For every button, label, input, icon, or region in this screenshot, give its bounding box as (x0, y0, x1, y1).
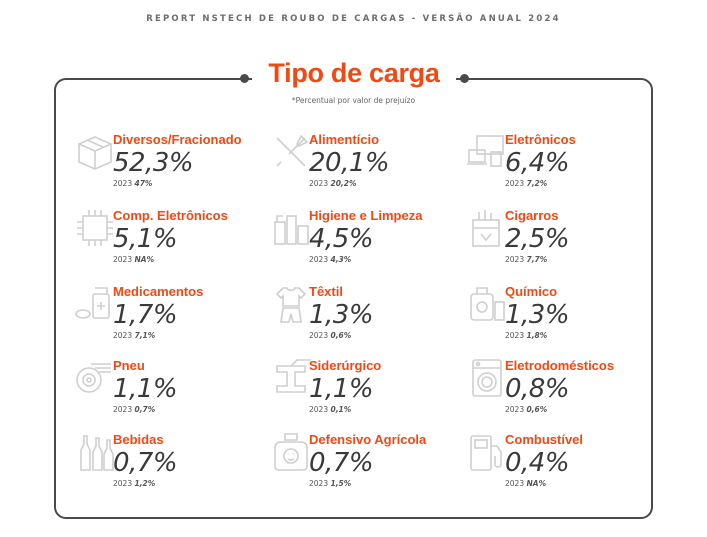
title-dot-left (240, 74, 249, 83)
tire-icon (76, 363, 111, 393)
title-wrap: Tipo de carga (252, 58, 456, 98)
item-prev: 2023 47% (113, 179, 153, 188)
item-label: Eletrônicos (505, 132, 576, 147)
item-prev: 2023 1,2% (113, 479, 156, 488)
item-label: Bebidas (113, 432, 164, 447)
item-value: 0,7% (309, 448, 374, 478)
item-prev: 2023 7,2% (505, 179, 548, 188)
cargo-item: Têxtil 1,3% 2023 0,6% (271, 284, 461, 356)
item-label: Têxtil (309, 284, 343, 299)
page-subtitle: *Percentual por valor de prejuízo (291, 96, 416, 105)
item-value: 4,5% (309, 224, 374, 254)
item-value: 1,3% (309, 300, 374, 330)
item-prev: 2023 1,8% (505, 331, 548, 340)
chip-icon (77, 210, 113, 246)
steel-beam-icon (276, 359, 311, 393)
item-prev: 2023 4,3% (309, 255, 352, 264)
bottles-icon (80, 435, 114, 471)
cargo-item: Pneu 1,1% 2023 0,7% (75, 358, 265, 430)
cargo-item: Cigarros 2,5% 2023 7,7% (467, 208, 657, 280)
cargo-item: Comp. Eletrônicos 5,1% 2023 NA% (75, 208, 265, 280)
item-prev: 2023 1,5% (309, 479, 352, 488)
item-label: Diversos/Fracionado (113, 132, 242, 147)
item-label: Pneu (113, 358, 145, 373)
item-label: Eletrodomésticos (505, 358, 615, 373)
cargo-item: Defensivo Agrícola 0,7% 2023 1,5% (271, 432, 461, 504)
cutlery-icon (276, 134, 309, 167)
cargo-item: Higiene e Limpeza 4,5% 2023 4,3% (271, 208, 461, 280)
chemical-icon (470, 287, 505, 321)
item-value: 5,1% (113, 224, 178, 254)
item-prev: 2023 7,7% (505, 255, 548, 264)
fuel-pump-icon (470, 435, 502, 471)
item-value: 1,1% (309, 374, 374, 404)
cargo-item: Combustível 0,4% 2023 NA% (467, 432, 657, 504)
item-value: 1,1% (113, 374, 178, 404)
title-dot-right (460, 74, 469, 83)
clothes-icon (275, 287, 307, 323)
item-value: 1,7% (113, 300, 178, 330)
cargo-item: Eletrodomésticos 0,8% 2023 0,6% (467, 358, 657, 430)
page-title: Tipo de carga (268, 58, 440, 88)
devices-icon (467, 135, 504, 167)
item-value: 6,4% (505, 148, 570, 178)
pesticide-icon (274, 433, 308, 471)
item-label: Químico (505, 284, 558, 299)
item-prev: 2023 0,1% (309, 405, 352, 414)
item-value: 1,3% (505, 300, 570, 330)
cigarettes-icon (472, 210, 500, 247)
item-prev: 2023 20,2% (309, 179, 357, 188)
cargo-item: Bebidas 0,7% 2023 1,2% (75, 432, 265, 504)
item-prev: 2023 0,6% (505, 405, 548, 414)
cleaning-icon (274, 215, 309, 245)
report-header: REPORT NSTECH DE ROUBO DE CARGAS - VERSÃ… (146, 14, 561, 24)
item-prev: 2023 0,7% (113, 405, 156, 414)
washing-machine-icon (472, 359, 502, 397)
cargo-item: Siderúrgico 1,1% 2023 0,1% (271, 358, 461, 430)
medicine-icon (75, 287, 110, 319)
item-value: 0,8% (505, 374, 570, 404)
item-label: Higiene e Limpeza (309, 208, 423, 223)
item-label: Comp. Eletrônicos (113, 208, 228, 223)
cargo-item: Alimentício 20,1% 2023 20,2% (271, 132, 461, 204)
item-prev: 2023 NA% (505, 479, 547, 488)
item-value: 2,5% (505, 224, 570, 254)
item-label: Defensivo Agrícola (309, 432, 427, 447)
item-value: 20,1% (309, 148, 390, 178)
cargo-item: Medicamentos 1,7% 2023 7,1% (75, 284, 265, 356)
item-value: 52,3% (113, 148, 194, 178)
item-label: Medicamentos (113, 284, 204, 299)
item-label: Cigarros (505, 208, 559, 223)
item-prev: 2023 NA% (113, 255, 155, 264)
item-label: Siderúrgico (309, 358, 382, 373)
item-value: 0,7% (113, 448, 178, 478)
item-prev: 2023 7,1% (113, 331, 156, 340)
box-icon (78, 136, 112, 170)
item-prev: 2023 0,6% (309, 331, 352, 340)
item-label: Alimentício (309, 132, 380, 147)
item-value: 0,4% (505, 448, 570, 478)
item-label: Combustível (505, 432, 584, 447)
cargo-item: Químico 1,3% 2023 1,8% (467, 284, 657, 356)
cargo-item: Diversos/Fracionado 52,3% 2023 47% (75, 132, 265, 204)
cargo-item: Eletrônicos 6,4% 2023 7,2% (467, 132, 657, 204)
